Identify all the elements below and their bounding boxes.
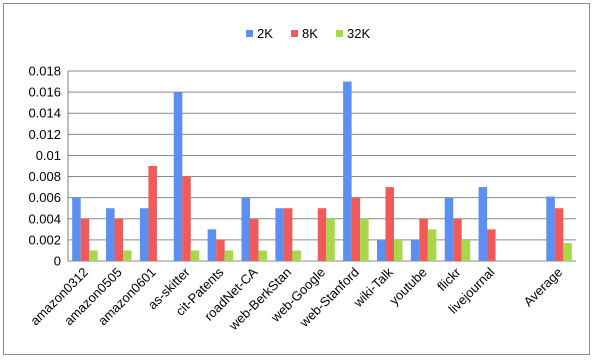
legend-swatch	[291, 30, 298, 37]
bar-32k-roadNet-CA	[258, 250, 268, 261]
bar-2k-amazon0505	[106, 208, 115, 261]
bar-2k-roadNet-CA	[241, 197, 251, 261]
bar-32k-cit-Patents	[224, 250, 234, 261]
y-tick-label: 0.004	[28, 211, 61, 226]
bar-8k-amazon0312	[80, 218, 90, 261]
bar-32k-amazon0505	[123, 250, 132, 261]
bar-32k-youtube	[427, 229, 437, 261]
y-tick-labels: 0 0.002 0.004 0.006 0.008 0.01 0.012 0.014 0.016…	[28, 64, 61, 269]
bar-8k-wiki-Talk	[385, 187, 394, 261]
y-tick-label: 0.018	[28, 64, 61, 79]
bar-8k-amazon0505	[114, 218, 124, 261]
bar-32k-web-BerkStan	[292, 250, 301, 261]
x-tick-label: youtube	[386, 265, 429, 308]
bar-2k-youtube	[410, 239, 420, 261]
x-tick-labels: amazon0312amazon0505amazon0601as-skitter…	[27, 264, 565, 334]
bar-2k-flickr	[444, 197, 454, 261]
bar-8k-web-BerkStan	[283, 208, 293, 261]
bar-2k-wiki-Talk	[376, 239, 386, 261]
y-tick-label: 0.014	[28, 106, 61, 121]
bar-32k-flickr	[461, 239, 471, 261]
bar-2k-amazon0312	[72, 197, 81, 261]
x-tick-label: flickr	[434, 264, 464, 294]
bar-2k-web-Stanford	[343, 81, 352, 261]
bar-32k-wiki-Talk	[393, 239, 403, 261]
y-tick-label: 0.012	[28, 127, 61, 142]
bar-8k-livejournal	[487, 229, 496, 261]
legend-label: 32K	[347, 26, 370, 41]
bar-32k-web-Google	[326, 218, 335, 261]
bar-32k-Average	[563, 243, 572, 261]
bar-8k-as-skitter	[182, 176, 191, 261]
bar-2k-amazon0601	[139, 208, 149, 261]
legend-swatch	[336, 30, 343, 37]
bar-8k-roadNet-CA	[250, 218, 259, 261]
y-tick-label: 0.01	[36, 148, 61, 163]
bar-8k-flickr	[453, 218, 462, 261]
bar-2k-cit-Patents	[207, 229, 217, 261]
bar-8k-amazon0601	[148, 166, 157, 261]
bars	[72, 81, 572, 261]
bar-32k-web-Stanford	[360, 218, 369, 261]
bar-2k-web-BerkStan	[275, 208, 284, 261]
y-tick-label: 0.016	[28, 85, 61, 100]
bar-8k-web-Stanford	[351, 197, 361, 261]
x-tick-label: Average	[521, 265, 566, 310]
bar-8k-cit-Patents	[216, 239, 225, 261]
chart-frame	[3, 3, 590, 355]
y-tick-label: 0	[54, 254, 61, 269]
bar-32k-amazon0312	[89, 250, 98, 261]
bar-8k-youtube	[419, 218, 428, 261]
bar-32k-as-skitter	[190, 250, 200, 261]
bar-2k-livejournal	[478, 187, 488, 261]
legend-label: 8K	[302, 26, 318, 41]
bar-8k-web-Google	[317, 208, 327, 261]
bar-8k-Average	[554, 208, 564, 261]
y-tick-label: 0.002	[28, 232, 61, 247]
y-tick-label: 0.006	[28, 190, 61, 205]
legend-label: 2K	[257, 26, 273, 41]
legend-swatch	[246, 30, 253, 37]
legend: 2K 8K 32K	[246, 26, 370, 41]
y-tick-label: 0.008	[28, 169, 61, 184]
bar-2k-Average	[546, 196, 555, 261]
bar-2k-as-skitter	[173, 92, 183, 261]
